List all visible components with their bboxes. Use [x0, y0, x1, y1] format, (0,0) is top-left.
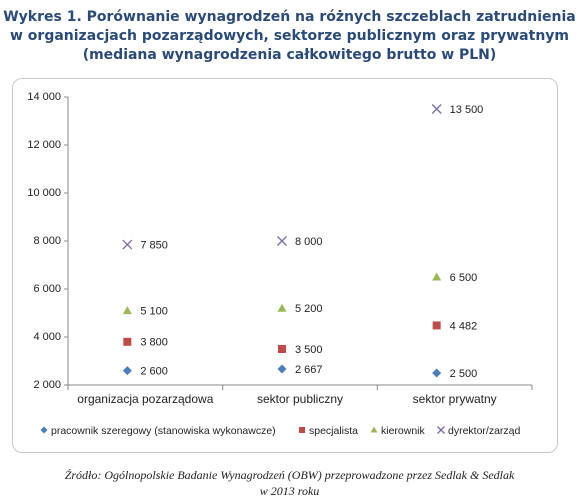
y-tick-label: 8 000: [33, 235, 61, 247]
legend-label: dyrektor/zarząd: [448, 425, 521, 437]
data-label: 13 500: [450, 104, 484, 116]
legend-marker: [437, 426, 445, 434]
data-label: 3 500: [295, 344, 323, 356]
legend-marker: [299, 427, 305, 433]
data-label: 5 100: [140, 306, 168, 318]
data-point: [277, 364, 287, 374]
y-tick-label: 6 000: [33, 283, 61, 295]
legend-marker: [40, 426, 48, 434]
y-tick-label: 14 000: [27, 91, 61, 103]
source-note-line-2: w 2013 roku: [259, 484, 320, 498]
data-point: [278, 345, 286, 353]
legend-label: specjalista: [309, 425, 358, 437]
y-tick-label: 12 000: [27, 139, 61, 151]
y-tick-label: 2 000: [33, 379, 61, 391]
data-label: 8 000: [295, 236, 323, 248]
data-label: 5 200: [295, 303, 323, 315]
chart-title-line-3: (mediana wynagrodzenia całkowitego brutt…: [82, 47, 497, 63]
legend-label: pracownik szeregowy (stanowiska wykonawc…: [51, 425, 276, 437]
data-label: 6 500: [450, 272, 478, 284]
y-tick-label: 4 000: [33, 331, 61, 343]
data-point: [122, 239, 133, 250]
chart-frame: [12, 78, 558, 453]
chart-title: Wykres 1. Porównanie wynagrodzeń na różn…: [0, 8, 579, 65]
legend-label: kierownik: [381, 425, 426, 437]
chart-title-line-1: Wykres 1. Porównanie wynagrodzeń na różn…: [3, 9, 576, 25]
data-point: [432, 368, 442, 378]
x-category-label: sektor prywatny: [413, 392, 497, 406]
data-point: [123, 337, 132, 346]
y-tick-label: 10 000: [27, 187, 61, 199]
data-label: 4 482: [450, 320, 478, 332]
source-note: Źródło: Ogólnopolskie Badanie Wynagrodze…: [0, 467, 579, 499]
data-point: [432, 321, 441, 330]
data-label: 2 600: [140, 366, 168, 378]
data-label: 3 800: [140, 337, 168, 349]
legend-marker: [370, 426, 378, 433]
data-label: 2 667: [295, 364, 323, 376]
data-point: [277, 303, 287, 312]
source-note-line-1: Źródło: Ogólnopolskie Badanie Wynagrodze…: [64, 468, 515, 482]
data-label: 2 500: [450, 368, 478, 380]
data-point: [122, 306, 132, 315]
data-point: [277, 236, 287, 246]
data-point: [122, 366, 132, 376]
data-point: [432, 272, 442, 281]
chart-title-line-2: w organizacjach pozarządowych, sektorze …: [9, 28, 569, 44]
data-label: 7 850: [140, 240, 168, 252]
x-category-label: organizacja pozarządowa: [77, 392, 213, 406]
data-point: [431, 104, 442, 114]
x-category-label: sektor publiczny: [257, 392, 343, 406]
